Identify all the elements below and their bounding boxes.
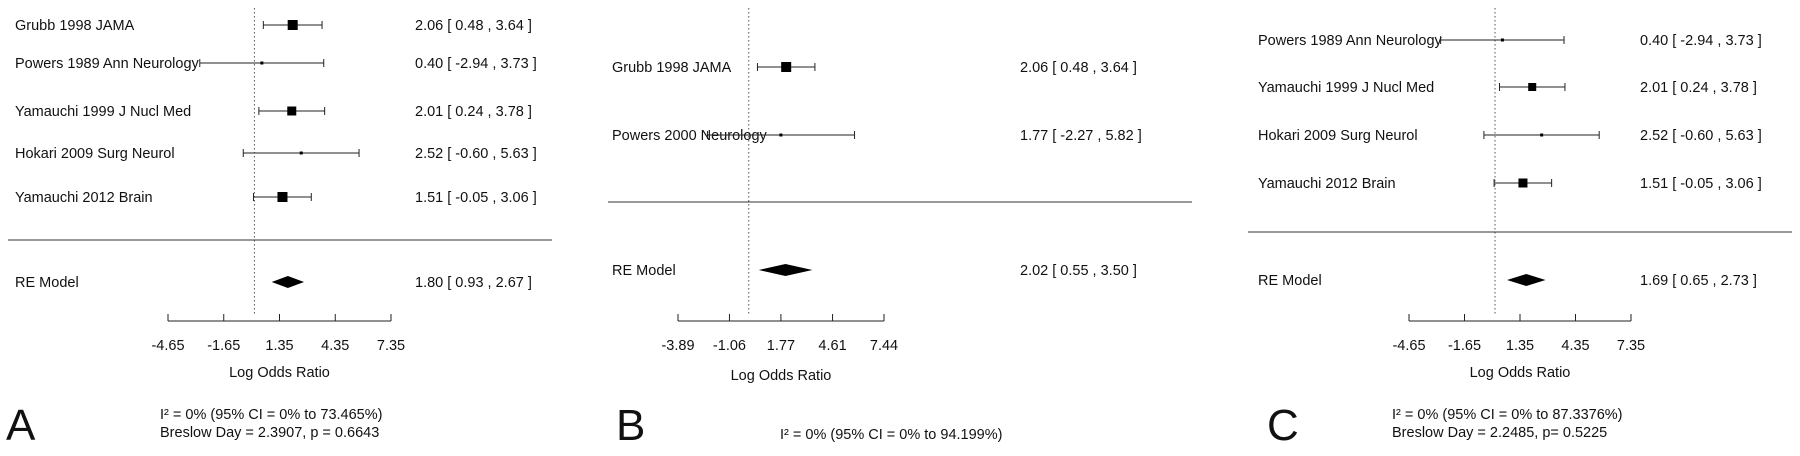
point-estimate-c (1500, 38, 1504, 42)
study-label-a: Yamauchi 1999 J Nucl Med (15, 104, 191, 120)
heterogeneity-stat-b: I² = 0% (95% CI = 0% to 94.199%) (780, 426, 1002, 444)
x-tick-label-b: -3.89 (661, 338, 694, 354)
summary-label-a: RE Model (15, 275, 79, 291)
x-tick-label-a: -4.65 (151, 338, 184, 354)
x-tick-label-a: 4.35 (321, 338, 349, 354)
summary-diamond-b (758, 264, 813, 276)
forest-plot-panel-a: Grubb 1998 JAMA 2.06 [ 0.48 , 3.64 ] Power… (0, 0, 560, 456)
ci-value-a: 0.40 [ -2.94 , 3.73 ] (415, 56, 537, 72)
summary-label-c: RE Model (1258, 273, 1322, 289)
x-tick-label-a: 7.35 (377, 338, 405, 354)
study-label-a: Yamauchi 2012 Brain (15, 190, 153, 206)
x-axis-label-b: Log Odds Ratio (731, 368, 832, 384)
study-label-b: Powers 2000 Neurology (612, 128, 768, 144)
point-estimate-b (781, 62, 792, 72)
ci-value-b: 1.77 [ -2.27 , 5.82 ] (1020, 128, 1142, 144)
heterogeneity-stat-c: I² = 0% (95% CI = 0% to 87.3376%) Breslo… (1392, 406, 1623, 442)
study-label-c: Powers 1989 Ann Neurology (1258, 33, 1443, 49)
breslow-day-stat-c: Breslow Day = 2.2485, p= 0.5225 (1392, 425, 1608, 441)
point-estimate-c (1518, 178, 1528, 188)
i2-stat-b: I² = 0% (95% CI = 0% to 94.199%) (780, 427, 1003, 443)
x-axis-label-c: Log Odds Ratio (1470, 365, 1571, 381)
point-estimate-a (260, 61, 264, 65)
study-label-a: Hokari 2009 Surg Neurol (15, 146, 175, 162)
summary-diamond-c (1507, 274, 1546, 286)
x-tick-label-b: -1.06 (713, 338, 746, 354)
x-tick-label-c: 7.35 (1617, 338, 1645, 354)
ci-value-c: 0.40 [ -2.94 , 3.73 ] (1640, 33, 1762, 49)
ci-value-c: 1.51 [ -0.05 , 3.06 ] (1640, 176, 1762, 192)
x-tick-label-a: -1.65 (207, 338, 240, 354)
study-label-c: Hokari 2009 Surg Neurol (1258, 128, 1418, 144)
summary-ci-value-b: 2.02 [ 0.55 , 3.50 ] (1020, 263, 1137, 279)
study-label-a: Grubb 1998 JAMA (15, 18, 135, 34)
i2-stat-a: I² = 0% (95% CI = 0% to 73.465%) (160, 407, 383, 423)
x-tick-label-c: 1.35 (1506, 338, 1534, 354)
x-axis-label-a: Log Odds Ratio (229, 365, 330, 381)
x-tick-label-b: 4.61 (818, 338, 846, 354)
heterogeneity-stat-a: I² = 0% (95% CI = 0% to 73.465%) Breslow… (160, 406, 382, 442)
point-estimate-b (779, 133, 783, 137)
point-estimate-c (1528, 83, 1537, 91)
study-label-c: Yamauchi 2012 Brain (1258, 176, 1396, 192)
ci-value-a: 2.52 [ -0.60 , 5.63 ] (415, 146, 537, 162)
x-tick-label-c: -1.65 (1448, 338, 1481, 354)
x-tick-label-b: 1.77 (767, 338, 795, 354)
x-tick-label-b: 7.44 (870, 338, 898, 354)
point-estimate-a (287, 20, 298, 30)
panel-label-c: C (1267, 401, 1299, 450)
x-tick-label-c: -4.65 (1392, 338, 1425, 354)
ci-value-a: 2.06 [ 0.48 , 3.64 ] (415, 18, 532, 34)
forest-plot-panel-b: Grubb 1998 JAMA 2.06 [ 0.48 , 3.64 ] Power… (600, 0, 1200, 456)
summary-ci-value-c: 1.69 [ 0.65 , 2.73 ] (1640, 273, 1757, 289)
point-estimate-a (299, 151, 303, 155)
breslow-day-stat-a: Breslow Day = 2.3907, p = 0.6643 (160, 425, 380, 441)
x-tick-label-c: 4.35 (1561, 338, 1589, 354)
forest-plot-panel-c: Powers 1989 Ann Neurology 0.40 [ -2.94 , … (1240, 0, 1800, 456)
panel-label-b: B (616, 401, 646, 450)
forest-plot-b-svg: Grubb 1998 JAMA 2.06 [ 0.48 , 3.64 ] Power… (608, 8, 1192, 384)
ci-value-c: 2.52 [ -0.60 , 5.63 ] (1640, 128, 1762, 144)
ci-value-a: 2.01 [ 0.24 , 3.78 ] (415, 104, 532, 120)
study-label-c: Yamauchi 1999 J Nucl Med (1258, 80, 1434, 96)
i2-stat-c: I² = 0% (95% CI = 0% to 87.3376%) (1392, 407, 1623, 423)
forest-plot-a-svg: Grubb 1998 JAMA 2.06 [ 0.48 , 3.64 ] Power… (8, 8, 552, 381)
x-tick-label-a: 1.35 (265, 338, 293, 354)
summary-label-b: RE Model (612, 263, 676, 279)
point-estimate-a (287, 106, 297, 116)
summary-diamond-a (271, 276, 305, 288)
study-label-b: Grubb 1998 JAMA (612, 60, 732, 76)
ci-value-b: 2.06 [ 0.48 , 3.64 ] (1020, 60, 1137, 76)
study-label-a: Powers 1989 Ann Neurology (15, 56, 200, 72)
point-estimate-c (1540, 133, 1544, 137)
panel-label-a: A (6, 401, 36, 450)
ci-value-c: 2.01 [ 0.24 , 3.78 ] (1640, 80, 1757, 96)
point-estimate-a (277, 192, 288, 202)
forest-plot-c-svg: Powers 1989 Ann Neurology 0.40 [ -2.94 , … (1248, 8, 1792, 381)
ci-value-a: 1.51 [ -0.05 , 3.06 ] (415, 190, 537, 206)
summary-ci-value-a: 1.80 [ 0.93 , 2.67 ] (415, 275, 532, 291)
